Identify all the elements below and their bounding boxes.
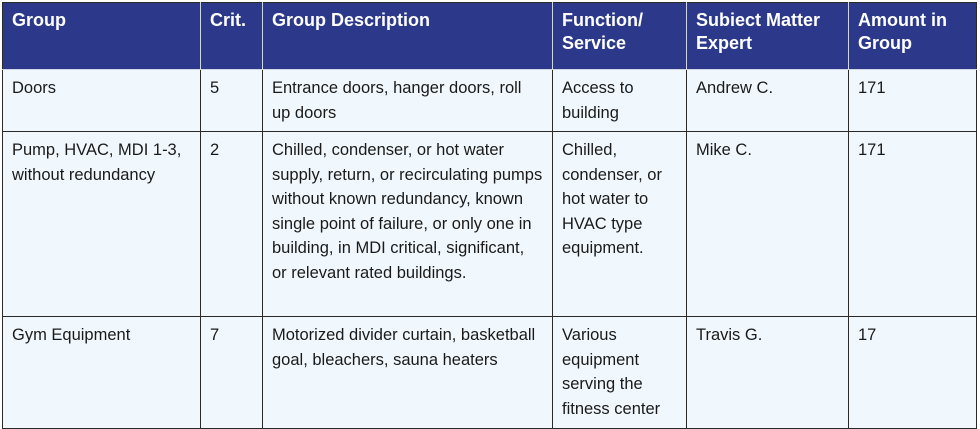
cell-function: Various equipment serving the fitness ce… bbox=[552, 316, 687, 429]
header-crit: Crit. bbox=[200, 2, 263, 70]
cell-group: Pump, HVAC, MDI 1-3, without redundancy bbox=[2, 131, 201, 317]
table-row: Doors 5 Entrance doors, hanger doors, ro… bbox=[2, 69, 977, 132]
header-description: Group Description bbox=[262, 2, 553, 70]
cell-amount: 171 bbox=[848, 69, 977, 132]
cell-description: Entrance doors, hanger doors, roll up do… bbox=[262, 69, 553, 132]
cell-expert: Mike C. bbox=[686, 131, 849, 317]
header-function: Function/ Service bbox=[552, 2, 687, 70]
cell-expert: Travis G. bbox=[686, 316, 849, 429]
cell-expert: Andrew C. bbox=[686, 69, 849, 132]
cell-description: Motorized divider curtain, basketball go… bbox=[262, 316, 553, 429]
cell-description: Chilled, condenser, or hot water supply,… bbox=[262, 131, 553, 317]
cell-amount: 171 bbox=[848, 131, 977, 317]
header-amount: Amount in Group bbox=[848, 2, 977, 70]
cell-crit: 7 bbox=[200, 316, 263, 429]
header-expert: Subiect Matter Expert bbox=[686, 2, 849, 70]
cell-function: Chilled, condenser, or hot water to HVAC… bbox=[552, 131, 687, 317]
header-group: Group bbox=[2, 2, 201, 70]
table-row: Gym Equipment 7 Motorized divider curtai… bbox=[2, 316, 977, 429]
cell-function: Access to building bbox=[552, 69, 687, 132]
table-row: Pump, HVAC, MDI 1-3, without redundancy … bbox=[2, 131, 977, 317]
cell-group: Gym Equipment bbox=[2, 316, 201, 429]
header-row: Group Crit. Group Description Function/ … bbox=[2, 2, 977, 70]
cell-crit: 2 bbox=[200, 131, 263, 317]
cell-crit: 5 bbox=[200, 69, 263, 132]
cell-group: Doors bbox=[2, 69, 201, 132]
cell-amount: 17 bbox=[848, 316, 977, 429]
